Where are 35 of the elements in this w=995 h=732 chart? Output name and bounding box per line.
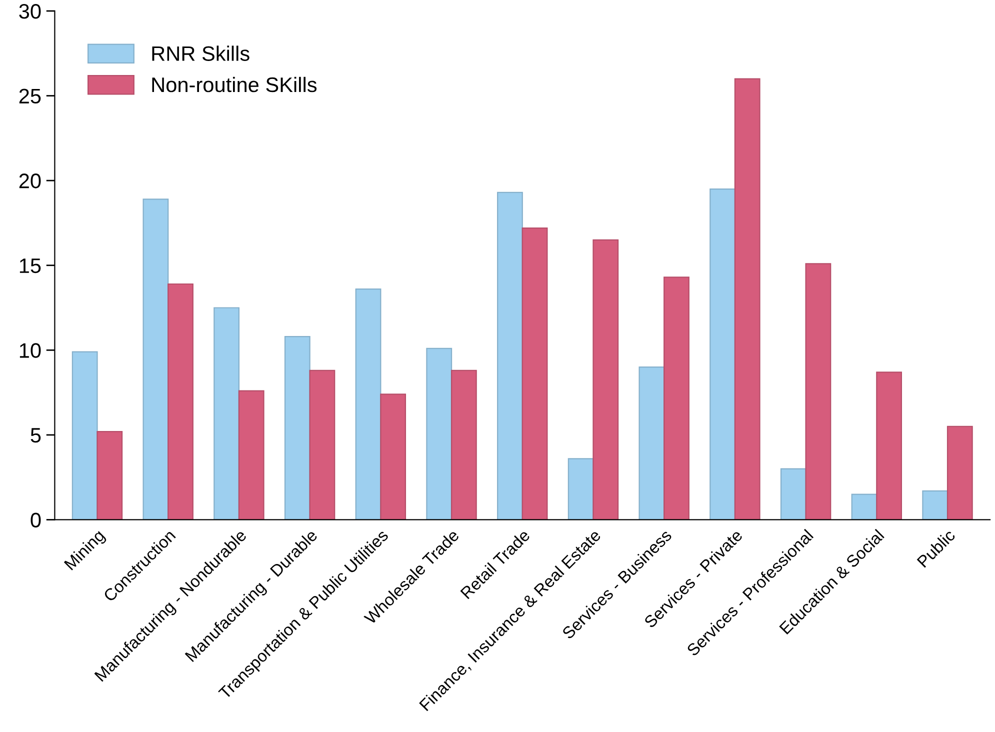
bar [238,390,264,520]
y-tick-label: 25 [19,88,41,104]
bar [592,239,619,520]
bar [380,394,406,520]
y-tick-label: 20 [19,174,41,188]
bar [426,348,452,520]
bar [780,468,806,520]
bar [522,227,548,520]
bar [638,366,665,520]
bar [851,494,878,520]
bar [72,351,98,520]
y-tick-label: 30 [19,4,41,19]
bar [805,263,832,520]
legend-label: RNR Skills [152,46,250,61]
bar [284,336,310,520]
legend-label: Non-routine SKills [152,76,317,92]
bar [568,458,594,520]
bar [876,372,902,520]
bar [355,288,382,520]
bar [96,430,123,520]
bar [214,307,240,520]
y-tick-label: 10 [20,343,41,358]
bar [664,276,690,520]
y-tick-label: 0 [30,512,41,528]
y-tick-label: 5 [30,428,41,443]
y-tick-label: 15 [20,258,41,274]
bar [309,370,336,520]
bar [710,188,736,520]
bar [734,78,760,520]
bar [450,370,477,520]
bar [142,198,169,520]
bar [946,426,973,520]
bar [922,490,948,520]
bar [497,192,523,520]
bar [168,283,194,520]
